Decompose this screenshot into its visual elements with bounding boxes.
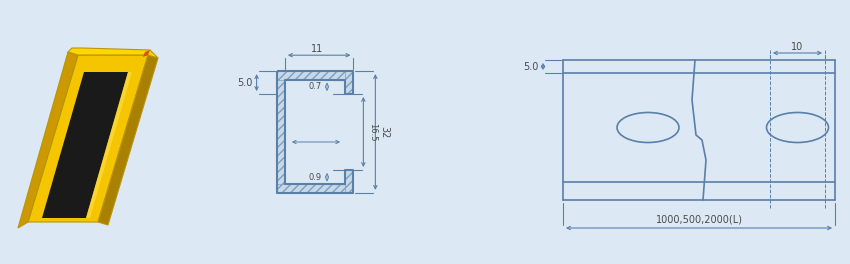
Polygon shape [28, 55, 148, 222]
Polygon shape [143, 50, 150, 57]
Polygon shape [98, 55, 158, 225]
Polygon shape [52, 75, 112, 205]
Text: 5.0: 5.0 [524, 62, 539, 72]
Bar [276, 185, 354, 193]
Polygon shape [42, 72, 128, 218]
Ellipse shape [617, 112, 679, 143]
Text: 10: 10 [791, 42, 803, 52]
Text: 1000,500,2000(L): 1000,500,2000(L) [655, 215, 743, 225]
Text: 0.9: 0.9 [309, 173, 321, 182]
Bar [276, 71, 354, 79]
Text: 11: 11 [311, 44, 323, 54]
Text: 16.5: 16.5 [368, 123, 377, 141]
Bar [345, 170, 354, 193]
Text: 32: 32 [379, 126, 389, 138]
Polygon shape [68, 48, 158, 58]
Polygon shape [18, 52, 78, 228]
Text: 5.0: 5.0 [237, 78, 252, 88]
Polygon shape [86, 72, 132, 218]
Ellipse shape [767, 112, 829, 143]
Bar [345, 71, 354, 94]
Bar [276, 71, 285, 193]
Text: 0.7: 0.7 [309, 82, 321, 91]
